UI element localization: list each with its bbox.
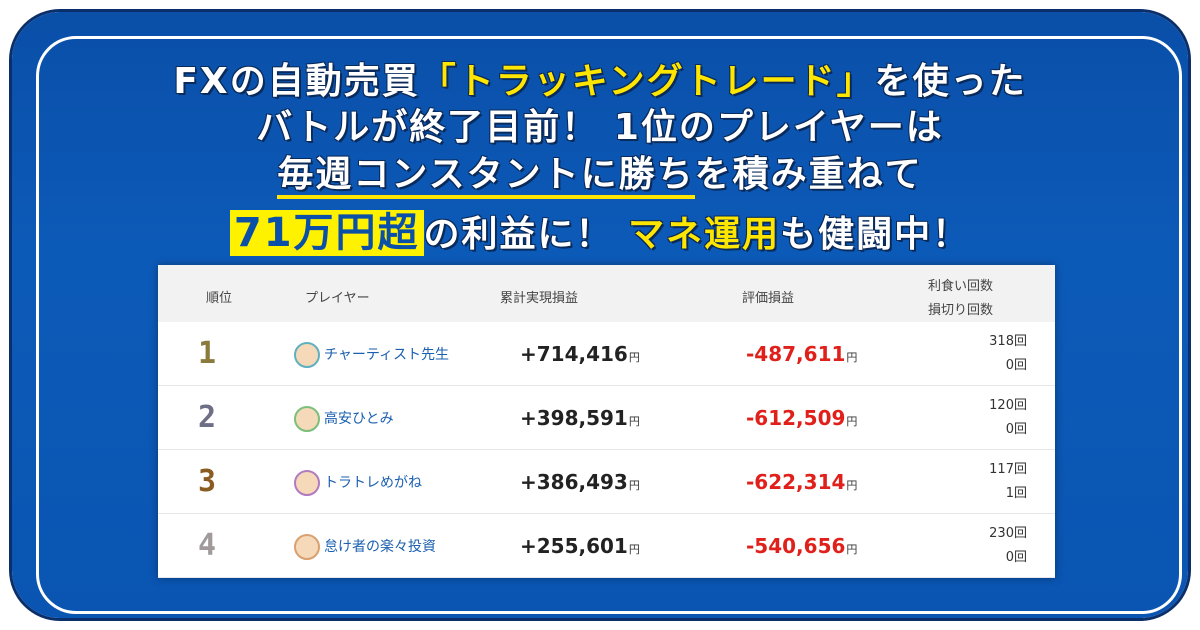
realized-cell: +398,591円 xyxy=(520,406,640,430)
unit: 円 xyxy=(628,543,640,556)
unrealized-cell: -612,509円 xyxy=(746,406,857,430)
unrealized-value: -487,611 xyxy=(746,342,846,366)
realized-cell: +714,416円 xyxy=(520,342,640,366)
unit: 回 xyxy=(1013,462,1027,477)
unit: 円 xyxy=(628,479,640,492)
unit: 回 xyxy=(1013,486,1027,501)
headline-text: バトルが終了目前！ 1位のプレイヤーは xyxy=(256,107,944,148)
player-name: トラトレめがね xyxy=(324,475,422,491)
wins-value: 120 xyxy=(989,398,1014,413)
ranking-table: 順位 プレイヤー 累計実現損益 評価損益 利食い回数 損切り回数 1 チャーティス… xyxy=(158,265,1055,578)
unit: 円 xyxy=(846,479,858,492)
headline-highlight: マネ運用 xyxy=(628,214,781,255)
table-header: 順位 プレイヤー 累計実現損益 評価損益 利食い回数 損切り回数 xyxy=(158,265,1055,322)
player-name: 高安ひとみ xyxy=(324,411,394,427)
unit: 回 xyxy=(1013,398,1027,413)
player-name: チャーティスト先生 xyxy=(324,347,450,363)
avatar xyxy=(294,406,320,432)
wins-value: 117 xyxy=(989,462,1014,477)
wins-cell: 120回 xyxy=(989,394,1027,413)
losses-value: 0 xyxy=(1005,358,1014,373)
unrealized-value: -622,314 xyxy=(746,470,846,494)
unit: 円 xyxy=(846,543,858,556)
header-cell: 累計実現損益 xyxy=(500,291,579,306)
wins-cell: 117回 xyxy=(989,458,1027,477)
headline-line: FXの自動売買「トラッキングトレード」を使った xyxy=(0,52,1200,104)
table-row: 4 怠け者の楽々投資 +255,601円 -540,656円 230回 0回 xyxy=(158,514,1055,578)
wins-cell: 230回 xyxy=(989,522,1027,541)
table-row: 3 トラトレめがね +386,493円 -622,314円 117回 1回 xyxy=(158,450,1055,514)
headline-underlined: 毎週コンスタントに勝ち xyxy=(277,154,695,199)
realized-value: +255,601 xyxy=(520,534,628,558)
unrealized-value: -612,509 xyxy=(746,406,846,430)
unit: 回 xyxy=(1013,550,1027,565)
rank: 3 xyxy=(198,464,217,499)
losses-value: 0 xyxy=(1005,550,1014,565)
banner-outline xyxy=(36,36,1182,614)
wins-value: 318 xyxy=(989,334,1014,349)
unrealized-cell: -622,314円 xyxy=(746,470,857,494)
headline-text: FXの自動売買 xyxy=(173,61,420,102)
rank: 4 xyxy=(198,528,217,563)
unit: 回 xyxy=(1013,334,1027,349)
losses-value: 1 xyxy=(1005,486,1014,501)
realized-value: +398,591 xyxy=(520,406,628,430)
headline-text: の利益に！ xyxy=(423,214,629,255)
header-cell: プレイヤー xyxy=(305,291,370,306)
headline-text: を使った xyxy=(874,61,1027,102)
wins-value: 230 xyxy=(989,526,1014,541)
unit: 円 xyxy=(628,351,640,364)
unit: 円 xyxy=(846,415,858,428)
unit: 円 xyxy=(846,351,858,364)
unit: 円 xyxy=(628,415,640,428)
realized-cell: +386,493円 xyxy=(520,470,640,494)
losses-cell: 0回 xyxy=(1006,354,1027,373)
headline-line: バトルが終了目前！ 1位のプレイヤーは xyxy=(0,98,1200,150)
unrealized-cell: -487,611円 xyxy=(746,342,857,366)
realized-value: +714,416 xyxy=(520,342,628,366)
headline-line: 毎週コンスタントに勝ちを積み重ねて xyxy=(0,145,1200,199)
rank: 1 xyxy=(198,336,217,371)
headline-text: も健闘中！ xyxy=(780,214,971,255)
rank: 2 xyxy=(198,400,217,435)
avatar xyxy=(294,470,320,496)
headline-line: 71万円超 の利益に！ マネ運用も健闘中！ xyxy=(0,200,1200,258)
header-cell: 評価損益 xyxy=(742,291,795,306)
losses-cell: 0回 xyxy=(1006,418,1027,437)
realized-value: +386,493 xyxy=(520,470,628,494)
unit: 回 xyxy=(1013,526,1027,541)
table-row: 2 高安ひとみ +398,591円 -612,509円 120回 0回 xyxy=(158,386,1055,450)
unit: 回 xyxy=(1013,422,1027,437)
headline-text: を積み重ねて xyxy=(694,154,923,195)
avatar xyxy=(294,342,320,368)
realized-cell: +255,601円 xyxy=(520,534,640,558)
header-cell: 損切り回数 xyxy=(928,303,994,318)
unrealized-cell: -540,656円 xyxy=(746,534,857,558)
table-row: 1 チャーティスト先生 +714,416円 -487,611円 318回 0回 xyxy=(158,322,1055,386)
unrealized-value: -540,656 xyxy=(746,534,846,558)
player-name: 怠け者の楽々投資 xyxy=(324,539,436,555)
header-cell: 順位 xyxy=(206,291,233,306)
header-cell: 利食い回数 xyxy=(928,279,994,294)
losses-value: 0 xyxy=(1005,422,1014,437)
headline-highlight: 「トラッキングトレード」 xyxy=(419,61,875,102)
headline-box: 71万円超 xyxy=(229,210,424,256)
avatar xyxy=(294,534,320,560)
unit: 回 xyxy=(1013,358,1027,373)
wins-cell: 318回 xyxy=(989,330,1027,349)
losses-cell: 0回 xyxy=(1006,546,1027,565)
losses-cell: 1回 xyxy=(1006,482,1027,501)
